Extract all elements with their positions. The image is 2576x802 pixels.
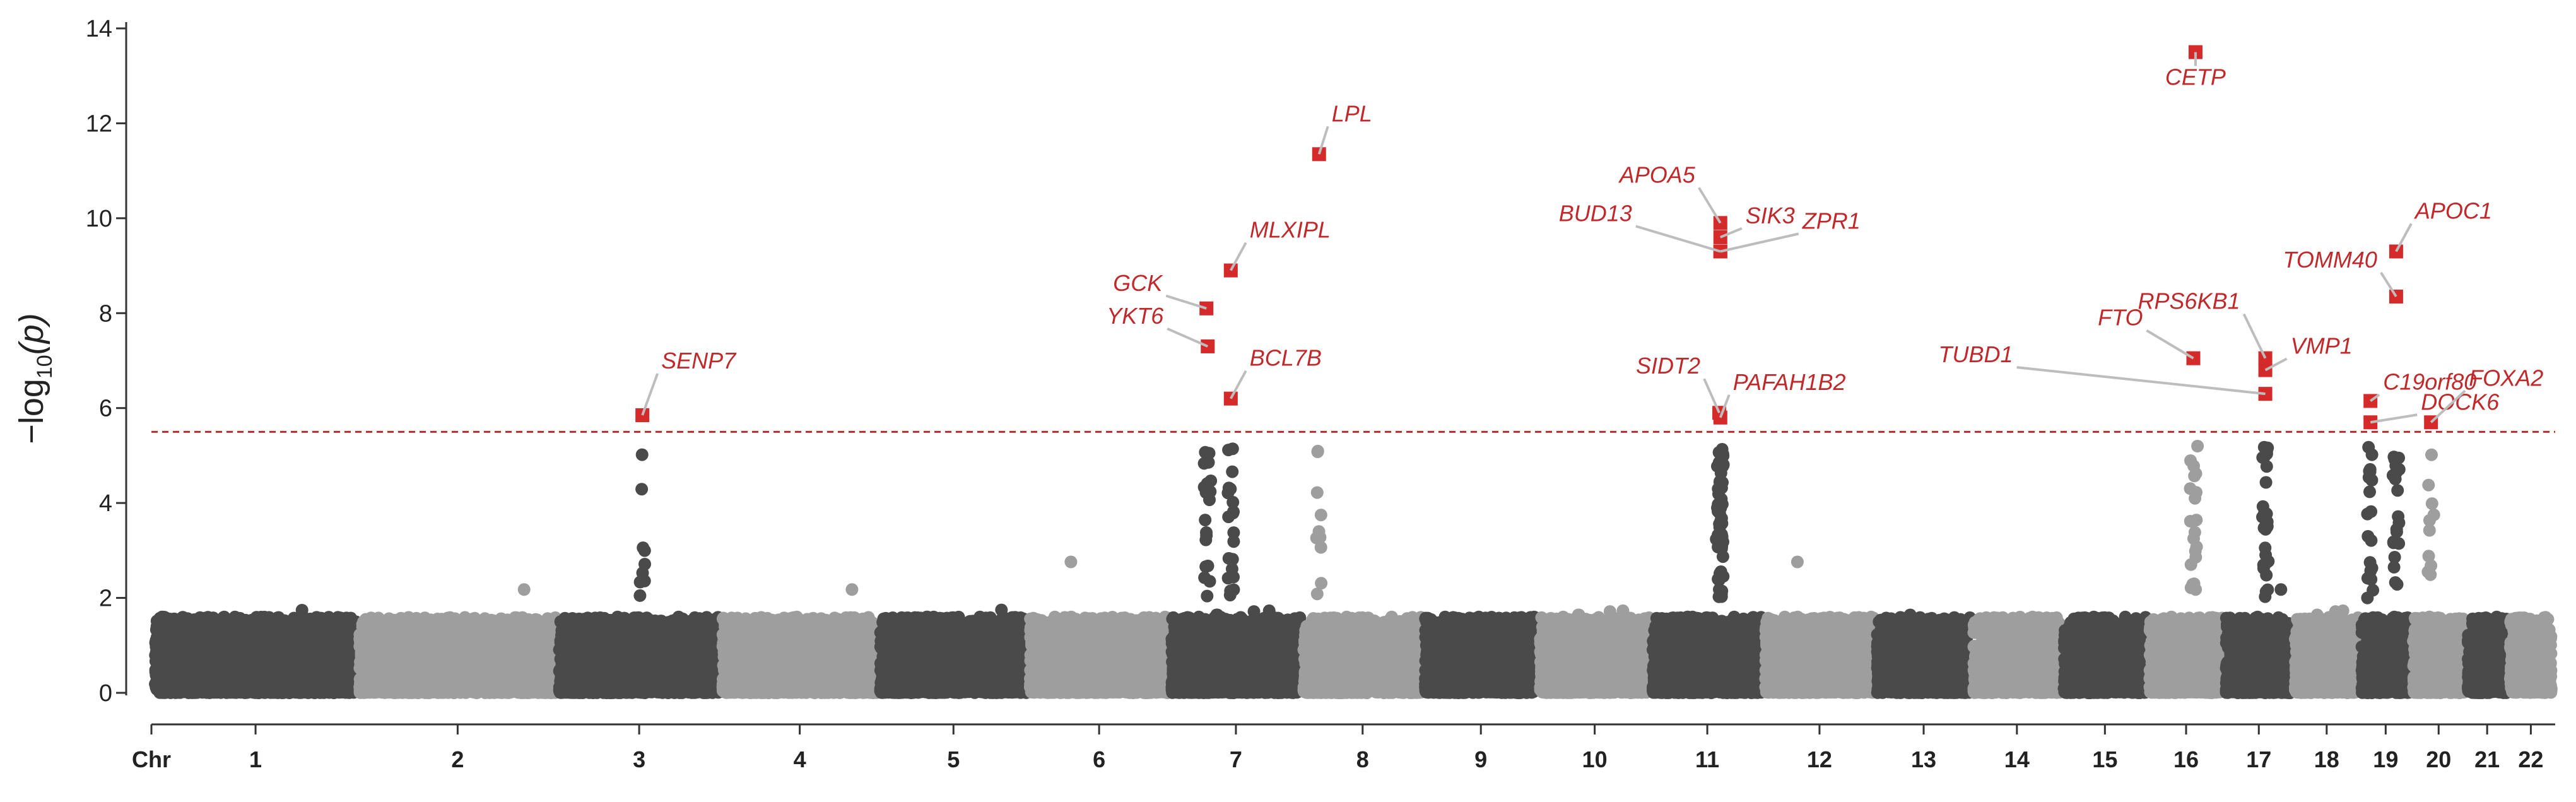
snp-point bbox=[169, 681, 182, 694]
snp-point bbox=[249, 673, 262, 685]
snp-point bbox=[196, 677, 208, 690]
snp-point bbox=[211, 618, 223, 630]
snp-point bbox=[167, 630, 180, 642]
snp-point bbox=[228, 669, 240, 682]
snp-point bbox=[282, 656, 295, 668]
snp-point bbox=[315, 682, 328, 695]
snp-point bbox=[209, 669, 222, 681]
chr-1-points bbox=[149, 604, 362, 699]
snp-point bbox=[286, 627, 299, 639]
snp-point bbox=[301, 677, 314, 690]
snp-point bbox=[205, 652, 218, 664]
snp-point bbox=[249, 642, 261, 655]
snp-point bbox=[343, 623, 355, 636]
snp-point bbox=[165, 615, 178, 627]
snp-point bbox=[273, 615, 286, 628]
snp-point bbox=[225, 634, 238, 646]
snp-point bbox=[162, 644, 174, 656]
snp-point bbox=[277, 638, 290, 651]
snp-point bbox=[274, 686, 287, 699]
snp-point bbox=[268, 675, 280, 687]
snp-point bbox=[266, 664, 279, 676]
snp-point bbox=[336, 666, 348, 678]
background-snp-points bbox=[149, 440, 2558, 699]
snp-point bbox=[326, 681, 339, 694]
snp-point bbox=[199, 631, 212, 644]
manhattan-plot: 02468101214Chr 1 2 3 4 5 6 7 8 9 10 11 12 13 14 15 16 17 1… bbox=[0, 0, 2576, 802]
snp-point bbox=[336, 652, 348, 665]
snp-point bbox=[298, 646, 310, 659]
chr-2-points bbox=[353, 583, 562, 699]
snp-point bbox=[189, 657, 202, 669]
snp-point bbox=[246, 620, 259, 632]
snp-point bbox=[304, 613, 317, 625]
snp-point bbox=[151, 669, 164, 682]
snp-point bbox=[314, 652, 327, 665]
snp-point bbox=[328, 630, 341, 643]
snp-point bbox=[344, 612, 357, 625]
snp-point bbox=[258, 685, 271, 697]
snp-point bbox=[319, 642, 332, 654]
snp-point bbox=[245, 683, 258, 696]
snp-point bbox=[343, 640, 355, 653]
snp-point bbox=[296, 664, 309, 677]
